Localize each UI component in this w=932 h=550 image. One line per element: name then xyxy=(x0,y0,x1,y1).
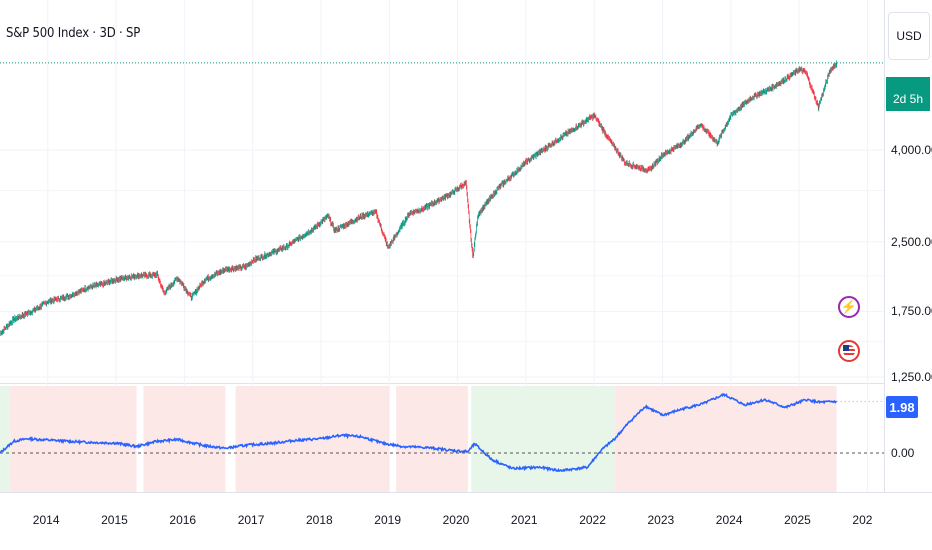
indicator-value-badge: 1.98 xyxy=(886,396,918,418)
x-tick-label: 2022 xyxy=(579,513,606,527)
background-region xyxy=(471,386,615,492)
x-tick-label: 2024 xyxy=(715,513,743,527)
x-tick-label: 2020 xyxy=(442,513,470,527)
indicator-series xyxy=(0,393,884,473)
us-flag-icon[interactable] xyxy=(838,340,860,362)
chart-title[interactable]: S&P 500 Index · 3D · SP xyxy=(6,26,141,41)
background-region xyxy=(396,386,468,492)
y-tick-label: 1,250.00 xyxy=(891,370,932,384)
price-series xyxy=(0,60,884,336)
currency-button[interactable]: USD xyxy=(888,12,930,60)
y-tick-label: 4,000.00 xyxy=(891,143,932,157)
indicator-background-regions xyxy=(0,386,837,492)
x-tick-label: 2021 xyxy=(510,513,538,527)
y-tick-label: 2,500.00 xyxy=(891,234,932,249)
indicator-y-tick-label: 0.00 xyxy=(891,446,915,460)
background-region xyxy=(0,386,11,492)
x-tick-label: 202 xyxy=(852,513,873,527)
background-region xyxy=(614,386,837,492)
flash-icon[interactable]: ⚡ xyxy=(838,296,860,318)
bar-countdown: 2d 5h xyxy=(886,77,930,111)
x-tick-label: 2018 xyxy=(306,513,333,527)
x-tick-label: 2016 xyxy=(169,513,197,527)
x-tick-label: 2014 xyxy=(32,513,60,527)
x-tick-label: 2015 xyxy=(101,513,128,527)
x-tick-label: 2025 xyxy=(784,513,811,527)
indicator-line xyxy=(0,393,837,473)
background-region xyxy=(143,386,226,492)
y-tick-label: 1,750.00 xyxy=(891,304,932,319)
x-tick-label: 2019 xyxy=(374,513,401,527)
x-tick-label: 2017 xyxy=(237,513,265,527)
x-tick-label: 2023 xyxy=(647,513,675,527)
